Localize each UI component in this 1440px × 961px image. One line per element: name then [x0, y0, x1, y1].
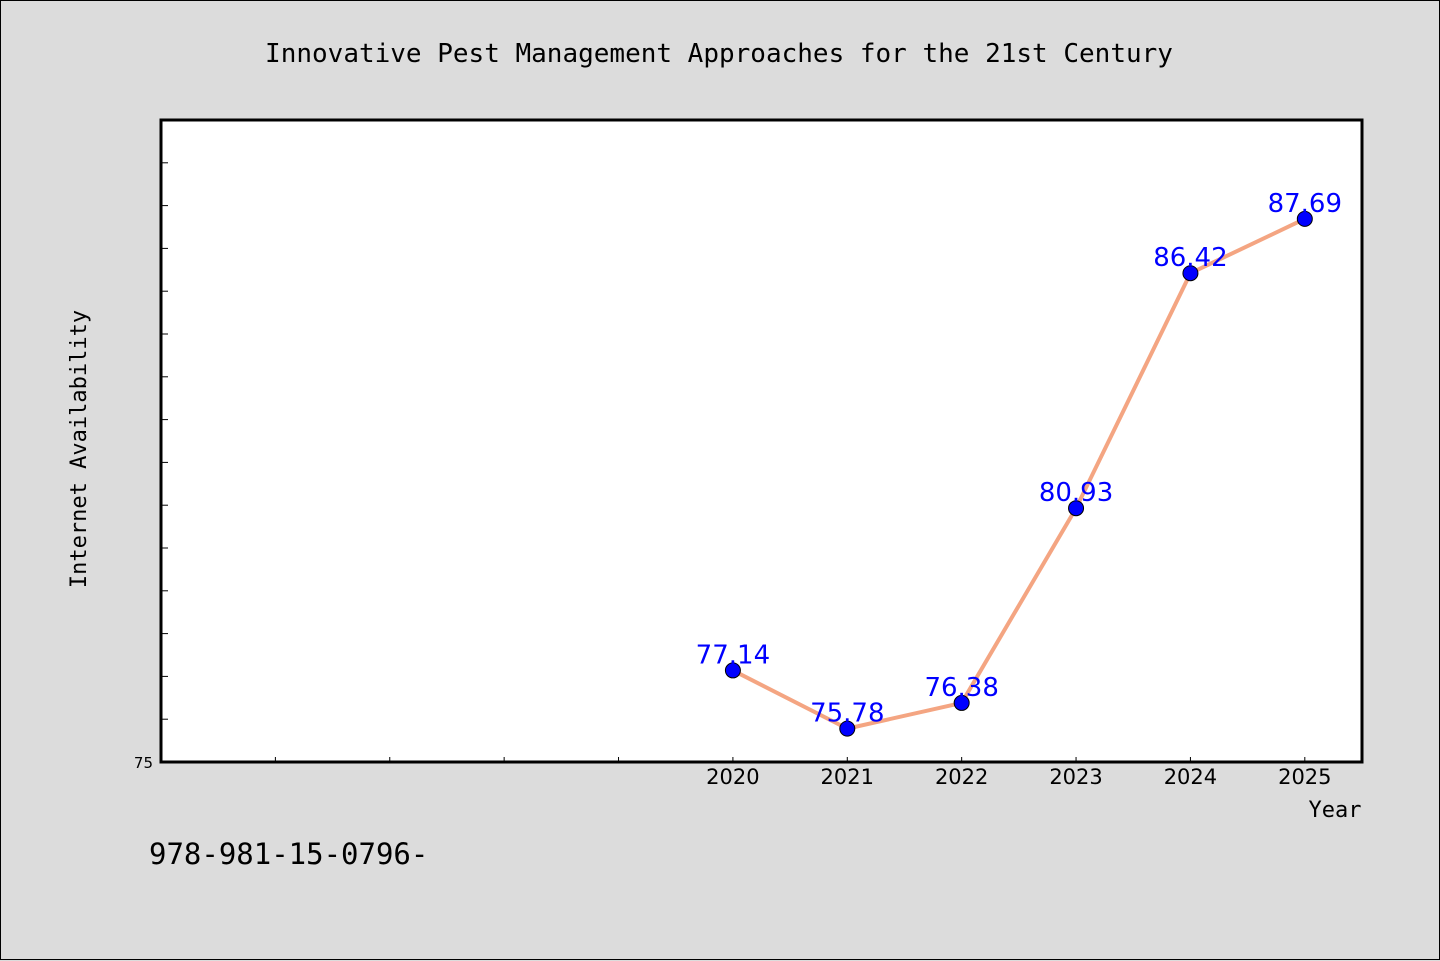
x-tick-label: 2025: [1278, 765, 1331, 789]
x-tick-label: 2020: [706, 765, 759, 789]
series-line: [730, 216, 1307, 731]
data-label: 75.78: [810, 699, 884, 729]
series-points-group: [724, 210, 1313, 737]
data-point: [953, 694, 970, 711]
data-point: [839, 720, 856, 737]
x-axis-ticks: 2020 2021 2022 2023 2024 2025: [274, 757, 1332, 789]
y-axis-label: Internet Availability: [67, 310, 92, 588]
y-tick-label: 75: [134, 754, 153, 772]
data-point: [1296, 210, 1313, 227]
x-tick-label: 2021: [821, 765, 874, 789]
data-label: 80.93: [1039, 478, 1113, 508]
x-tick-label: 2022: [935, 765, 988, 789]
data-point: [1182, 265, 1199, 282]
data-label: 77.14: [696, 640, 770, 670]
data-point: [724, 662, 741, 679]
data-label: 86.42: [1153, 243, 1227, 273]
data-point: [1068, 500, 1085, 517]
chart-title: Innovative Pest Management Approaches fo…: [265, 39, 1173, 69]
y-axis-ticks: 75: [134, 162, 168, 772]
series-line-group: [730, 216, 1307, 731]
x-tick-label: 2023: [1049, 765, 1102, 789]
x-axis-label: Year: [1309, 798, 1362, 823]
data-label: 87.69: [1268, 189, 1342, 219]
data-labels-group: 77.14 75.78 76.38 80.93 86.42 87.69: [696, 189, 1342, 729]
data-label: 76.38: [924, 673, 998, 703]
plot-area: [159, 118, 1364, 764]
footer-code: 978-981-15-0796-: [149, 837, 428, 871]
x-tick-label: 2024: [1164, 765, 1217, 789]
